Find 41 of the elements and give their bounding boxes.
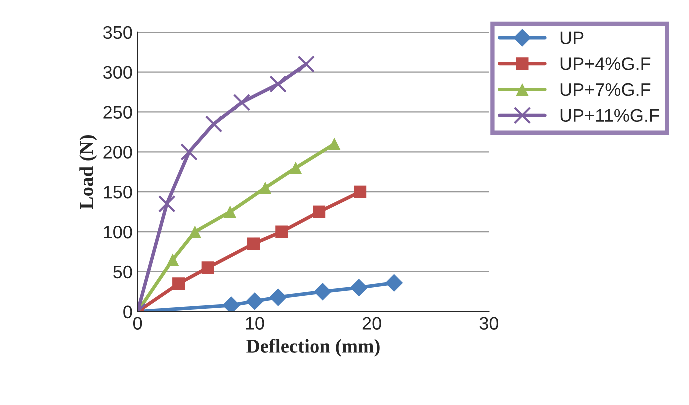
y-tick-label: 250 xyxy=(104,106,132,119)
point xyxy=(270,288,288,306)
point xyxy=(328,138,341,150)
y-axis-title: Load (N) xyxy=(80,135,98,210)
legend-label: UP+7%G.F xyxy=(560,83,651,96)
x-tick-label: 10 xyxy=(246,317,264,330)
point xyxy=(259,182,272,194)
y-tick-label: 200 xyxy=(104,146,132,159)
x-tick-label: 20 xyxy=(362,317,382,330)
point xyxy=(172,278,186,290)
y-tick-label: 350 xyxy=(104,26,132,40)
point xyxy=(385,274,404,292)
legend-label: UP+4%G.F xyxy=(560,58,651,70)
legend-label: UP xyxy=(560,32,584,44)
y-tick-label: 100 xyxy=(104,226,132,239)
point xyxy=(298,56,316,74)
point xyxy=(205,116,223,133)
point xyxy=(233,94,251,112)
point xyxy=(350,279,368,297)
point xyxy=(166,254,180,266)
y-tick-label: 0 xyxy=(124,306,132,319)
y-tick-label: 50 xyxy=(114,266,132,279)
point xyxy=(290,162,302,174)
point xyxy=(354,186,367,198)
point xyxy=(246,292,264,310)
y-tick-label: 300 xyxy=(104,66,132,80)
point xyxy=(224,206,237,218)
point xyxy=(202,262,214,274)
point xyxy=(314,283,332,301)
point xyxy=(276,226,288,238)
y-tick-label: 150 xyxy=(104,186,132,199)
legend-label: UP+11%G.F xyxy=(560,109,660,122)
point xyxy=(180,143,198,161)
point xyxy=(248,238,260,250)
point xyxy=(188,226,202,238)
x-axis-title: Deflection (mm) xyxy=(246,339,380,357)
x-tick-label: 30 xyxy=(480,317,499,330)
point xyxy=(270,76,288,93)
point xyxy=(158,195,176,213)
x-tick-label: 0 xyxy=(133,317,142,330)
point xyxy=(313,206,326,218)
